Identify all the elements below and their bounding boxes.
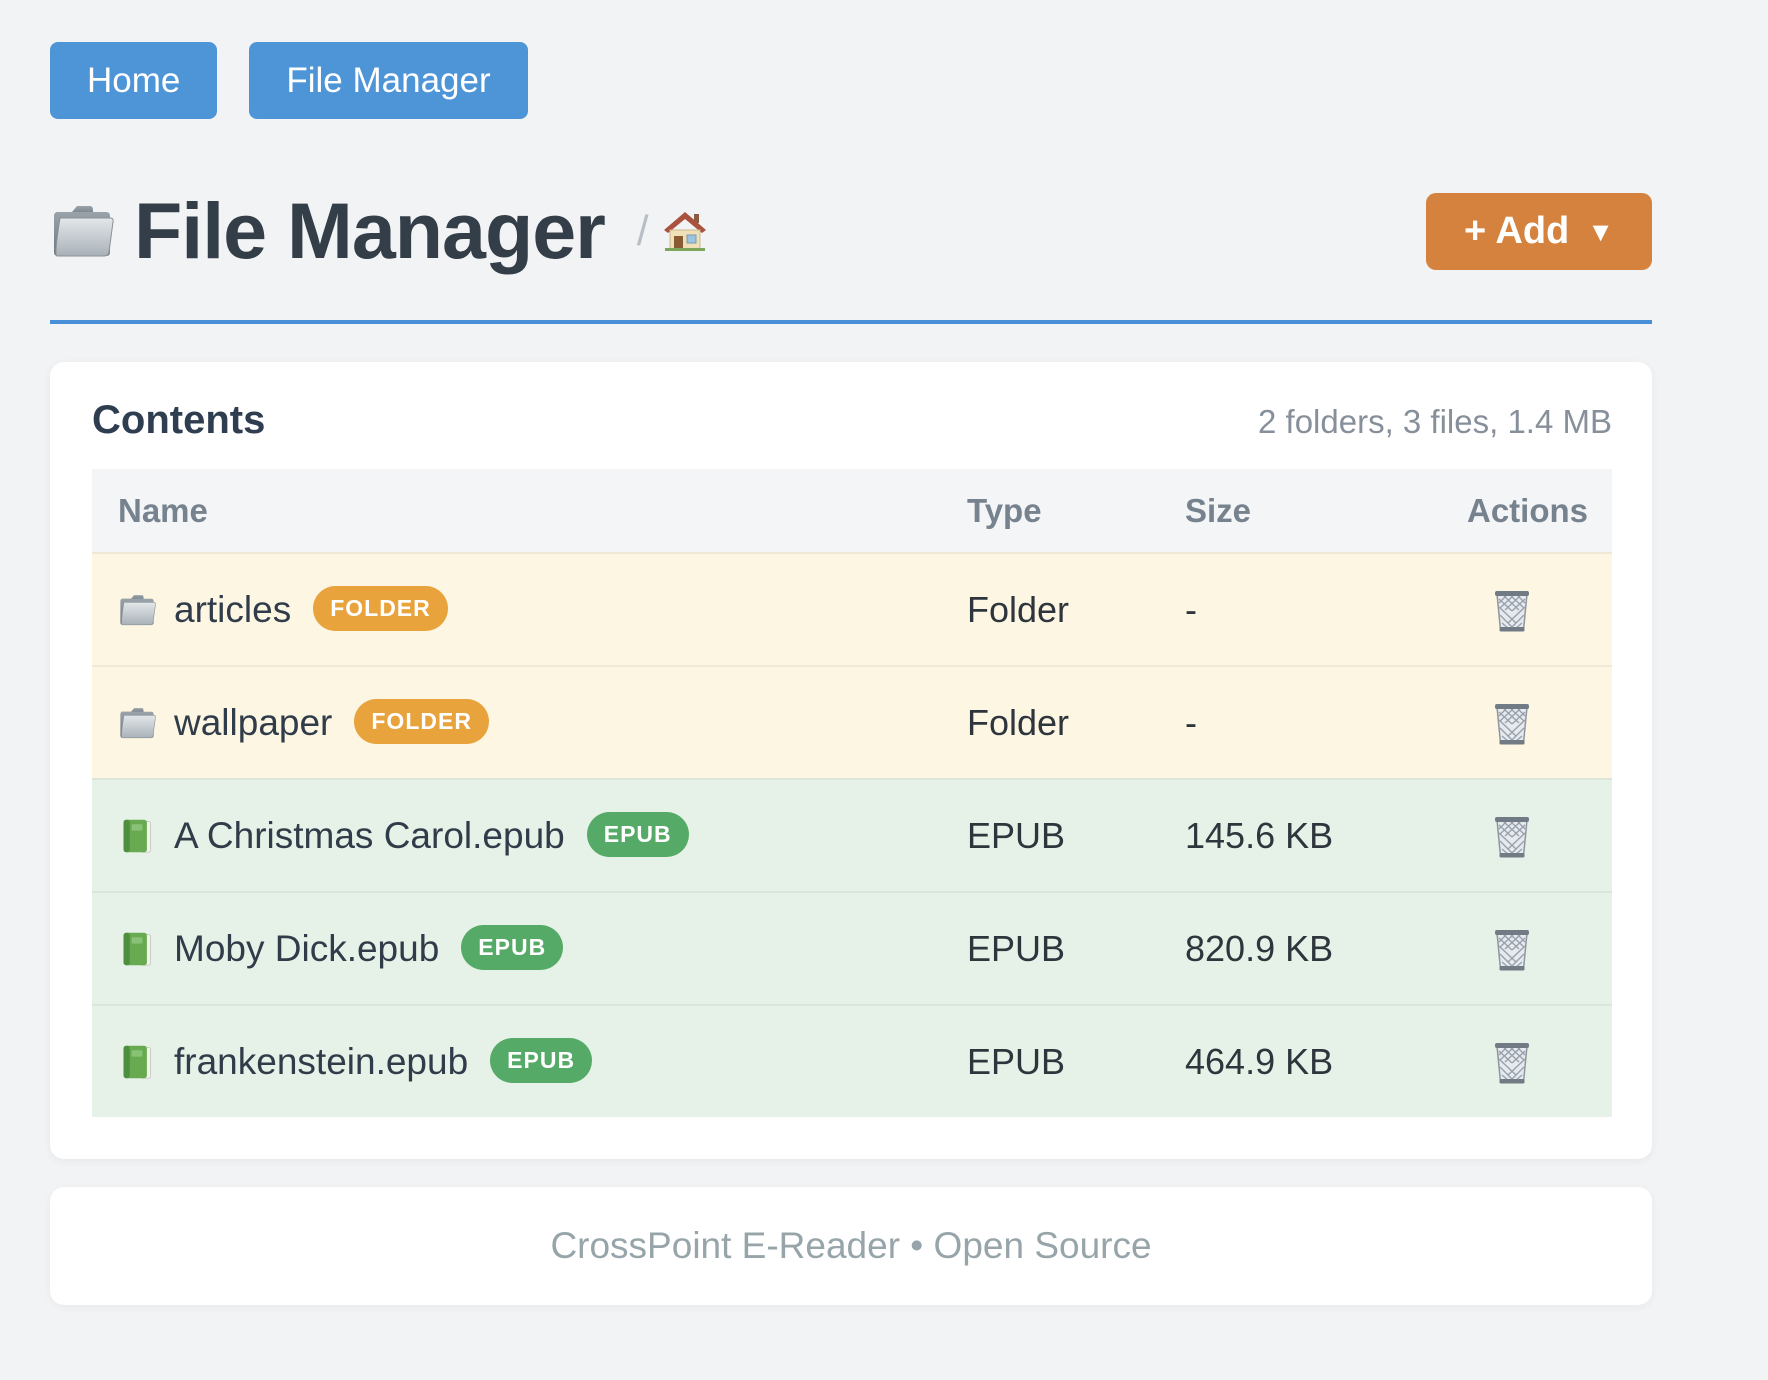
- delete-button[interactable]: [1492, 813, 1532, 859]
- type-cell: EPUB: [967, 927, 1066, 969]
- green-book-icon: [118, 1044, 156, 1080]
- chevron-down-icon: ▼: [1587, 216, 1614, 247]
- type-badge: EPUB: [461, 925, 564, 970]
- page-container: Home File Manager File Manager / + Add ▼…: [50, 0, 1652, 1305]
- add-button[interactable]: + Add ▼: [1426, 192, 1652, 270]
- contents-card: Contents 2 folders, 3 files, 1.4 MB Name…: [50, 362, 1652, 1159]
- delete-button[interactable]: [1492, 926, 1532, 972]
- folder-icon: [50, 202, 114, 260]
- type-badge: FOLDER: [354, 699, 489, 744]
- trash-icon: [1492, 700, 1532, 746]
- delete-button[interactable]: [1492, 1039, 1532, 1085]
- size-cell: -: [1185, 701, 1197, 743]
- type-badge: EPUB: [586, 812, 689, 857]
- contents-heading: Contents: [92, 398, 266, 442]
- delete-button[interactable]: [1492, 587, 1532, 633]
- type-cell: Folder: [967, 588, 1070, 630]
- footer-text: CrossPoint E-Reader • Open Source: [550, 1225, 1152, 1266]
- file-table: Name Type Size Actions articles FOLDER F…: [92, 469, 1612, 1117]
- size-cell: 820.9 KB: [1185, 927, 1334, 969]
- nav-home-button[interactable]: Home: [50, 42, 218, 119]
- trash-icon: [1492, 587, 1532, 633]
- file-name-link[interactable]: Moby Dick.epub: [174, 927, 440, 969]
- page-header: File Manager / + Add ▼: [50, 186, 1652, 276]
- add-button-label: + Add: [1464, 209, 1570, 252]
- footer-card: CrossPoint E-Reader • Open Source: [50, 1187, 1652, 1305]
- size-cell: -: [1185, 588, 1197, 630]
- type-cell: EPUB: [967, 814, 1066, 856]
- file-name-link[interactable]: frankenstein.epub: [174, 1040, 469, 1082]
- column-header-actions: Actions: [1466, 491, 1588, 529]
- type-badge: FOLDER: [313, 586, 448, 631]
- trash-icon: [1492, 926, 1532, 972]
- breadcrumb-home-link[interactable]: [663, 210, 707, 252]
- table-row: A Christmas Carol.epub EPUB EPUB 145.6 K…: [92, 778, 1612, 891]
- table-row: articles FOLDER Folder -: [92, 552, 1612, 665]
- house-icon: [663, 210, 707, 252]
- column-header-name: Name: [118, 491, 208, 529]
- column-header-type: Type: [967, 491, 1042, 529]
- size-cell: 145.6 KB: [1185, 814, 1334, 856]
- title-divider: [50, 320, 1652, 324]
- type-badge: EPUB: [490, 1038, 593, 1083]
- table-row: frankenstein.epub EPUB EPUB 464.9 KB: [92, 1004, 1612, 1117]
- trash-icon: [1492, 813, 1532, 859]
- green-book-icon: [118, 818, 156, 854]
- card-header: Contents 2 folders, 3 files, 1.4 MB: [92, 398, 1612, 444]
- table-row: Moby Dick.epub EPUB EPUB 820.9 KB: [92, 891, 1612, 1004]
- breadcrumb-separator: /: [636, 207, 649, 254]
- top-nav: Home File Manager: [50, 0, 1652, 119]
- file-name-link[interactable]: articles: [174, 588, 292, 630]
- type-cell: Folder: [967, 701, 1070, 743]
- column-header-size: Size: [1185, 491, 1252, 529]
- table-row: wallpaper FOLDER Folder -: [92, 665, 1612, 778]
- type-cell: EPUB: [967, 1040, 1066, 1082]
- file-name-link[interactable]: wallpaper: [174, 701, 333, 743]
- file-name-link[interactable]: A Christmas Carol.epub: [174, 814, 565, 856]
- nav-file-manager-button[interactable]: File Manager: [249, 42, 528, 119]
- green-book-icon: [118, 931, 156, 967]
- folder-icon: [118, 592, 156, 628]
- size-cell: 464.9 KB: [1185, 1040, 1334, 1082]
- folder-icon: [118, 705, 156, 741]
- table-header-row: Name Type Size Actions: [92, 469, 1612, 552]
- contents-summary: 2 folders, 3 files, 1.4 MB: [1258, 403, 1612, 440]
- trash-icon: [1492, 1039, 1532, 1085]
- delete-button[interactable]: [1492, 700, 1532, 746]
- page-title: File Manager: [134, 186, 606, 275]
